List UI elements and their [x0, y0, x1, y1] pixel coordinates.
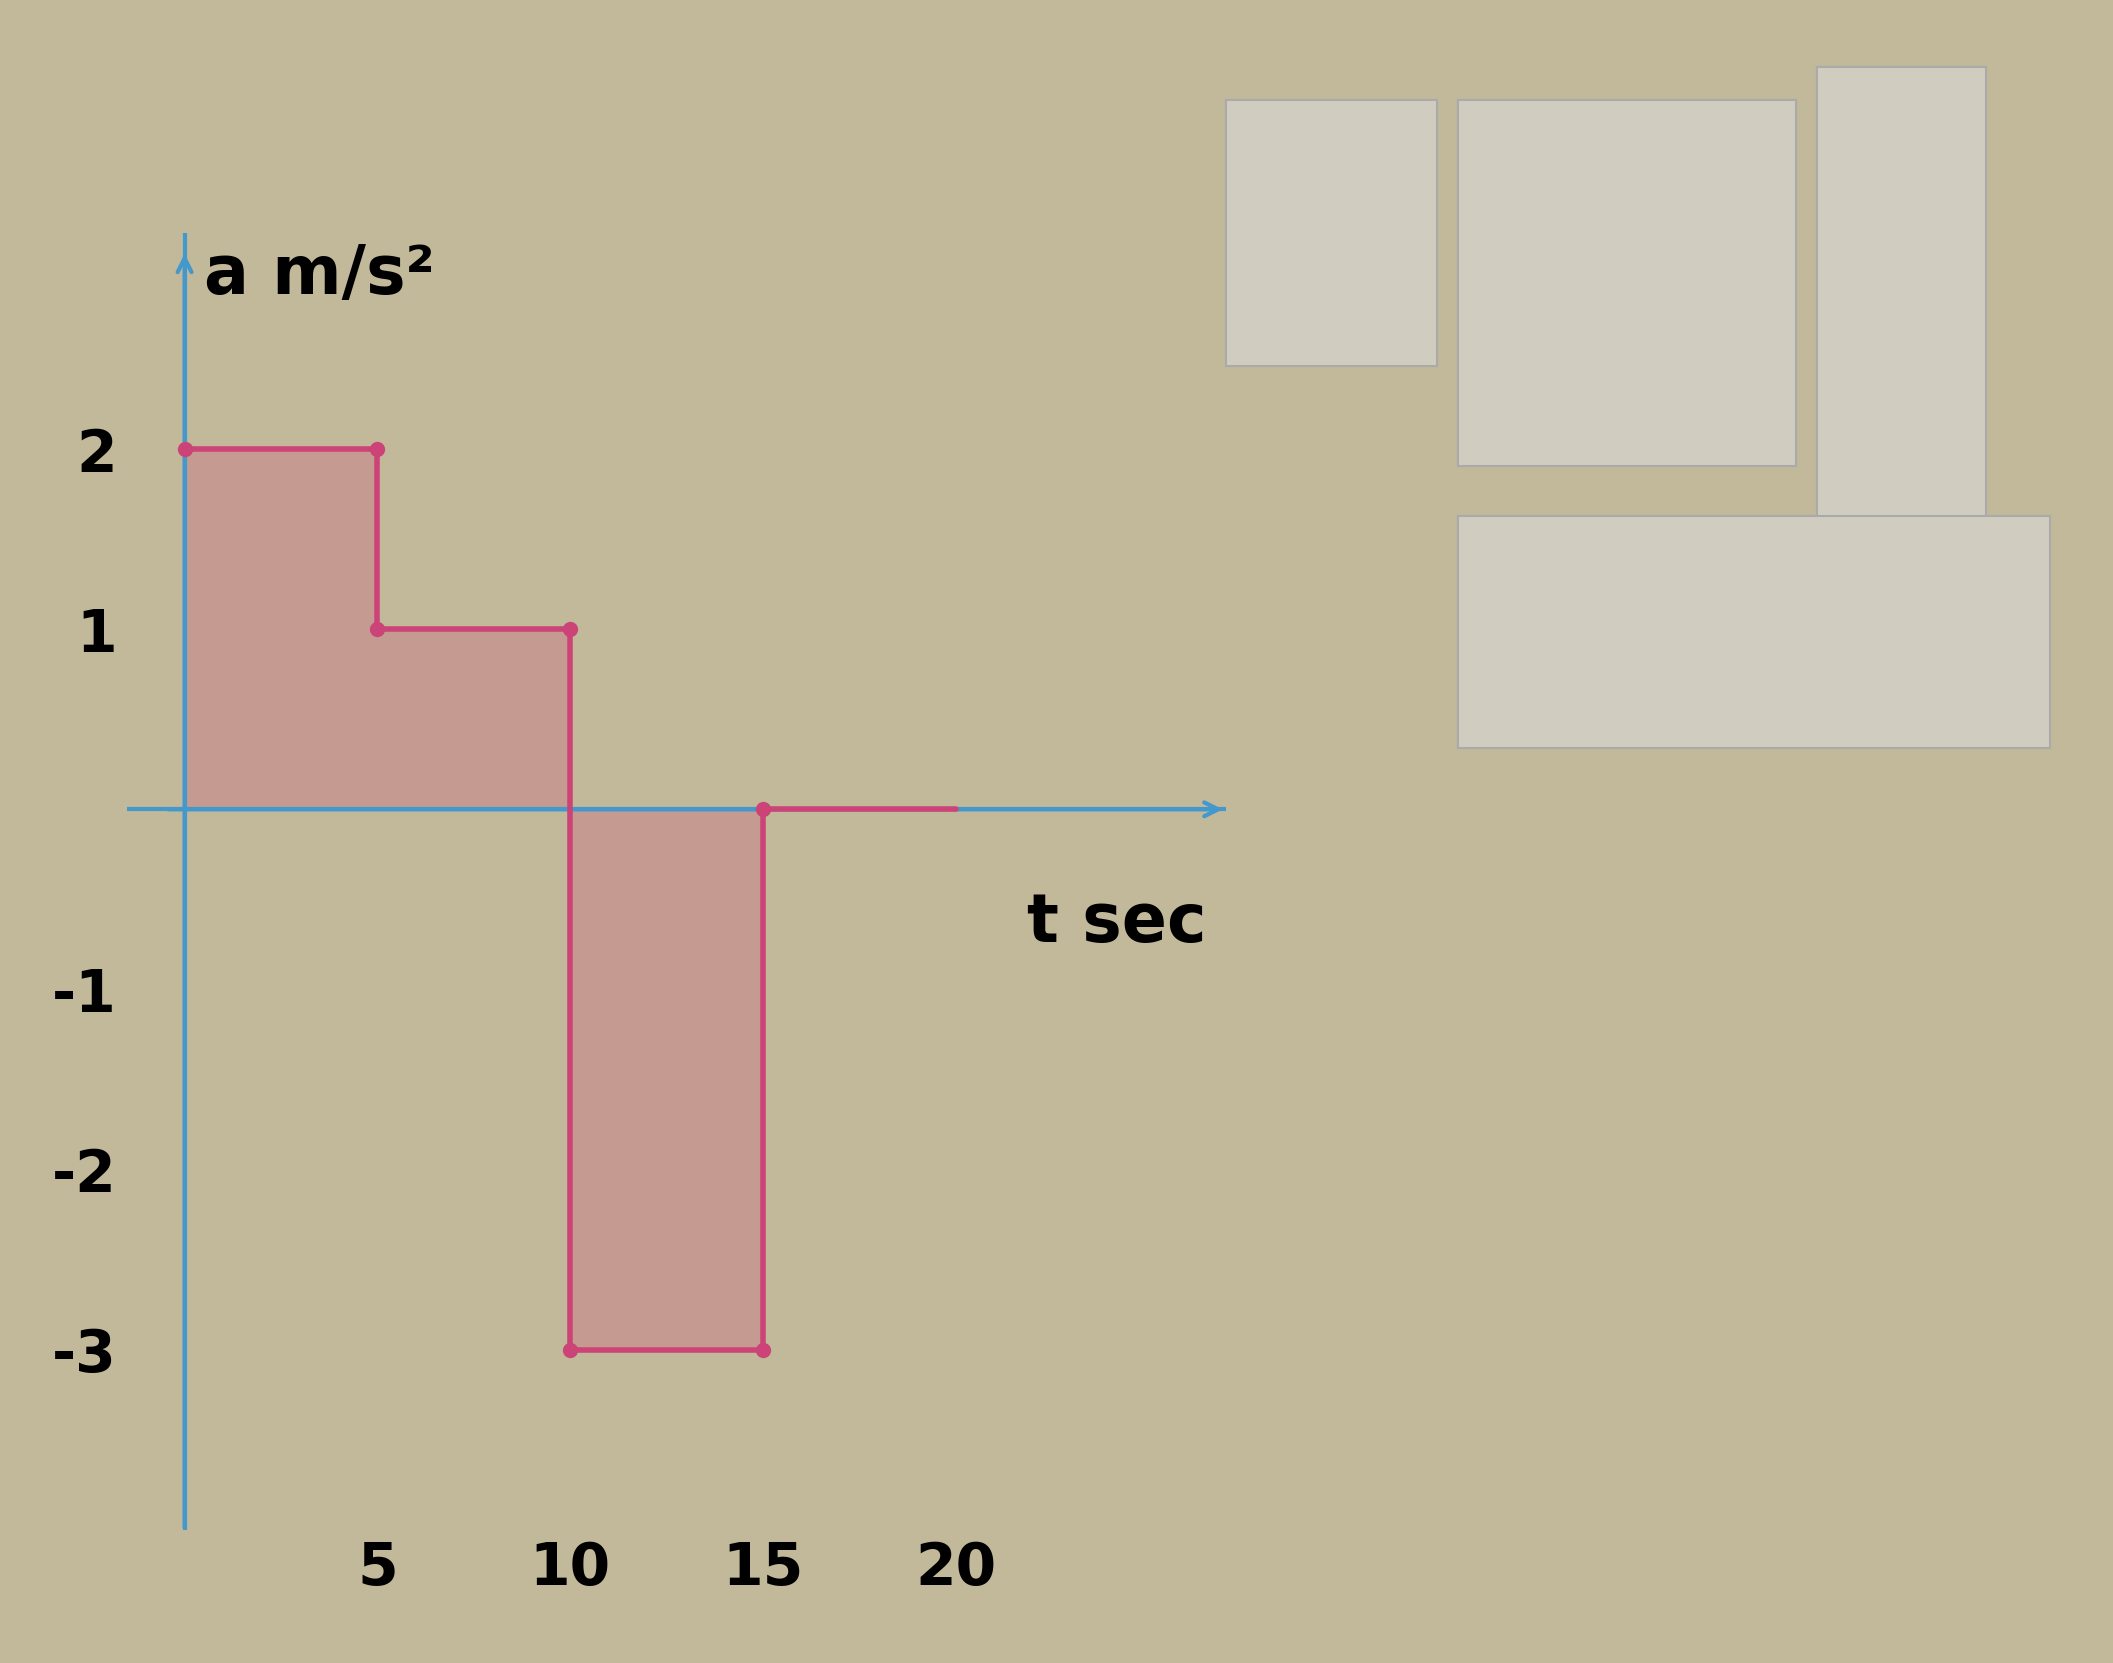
Point [361, 436, 395, 462]
Point [361, 615, 395, 642]
Point [746, 797, 780, 823]
Text: a m/s²: a m/s² [203, 241, 435, 308]
Point [746, 1337, 780, 1364]
Point [554, 1337, 587, 1364]
Point [554, 615, 587, 642]
Text: t sec: t sec [1027, 890, 1207, 956]
Point [167, 436, 201, 462]
